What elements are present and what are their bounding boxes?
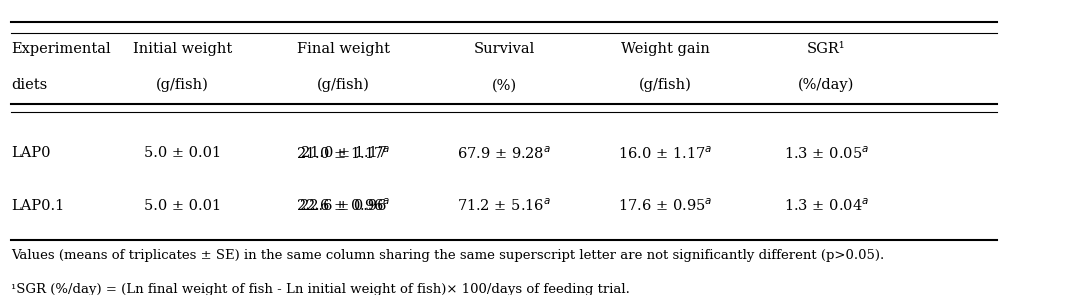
Text: Experimental: Experimental xyxy=(12,42,111,55)
Text: Final weight: Final weight xyxy=(297,42,390,55)
Text: 67.9 ± 9.28$^{a}$: 67.9 ± 9.28$^{a}$ xyxy=(457,145,552,162)
Text: 16.0 ± 1.17$^{a}$: 16.0 ± 1.17$^{a}$ xyxy=(618,145,712,162)
Text: LAP0: LAP0 xyxy=(12,146,51,160)
Text: 1.3 ± 0.05$^{a}$: 1.3 ± 0.05$^{a}$ xyxy=(784,145,869,162)
Text: Initial weight: Initial weight xyxy=(133,42,232,55)
Text: (g/fish): (g/fish) xyxy=(157,78,209,93)
Text: (%/day): (%/day) xyxy=(798,78,854,93)
Text: LAP0.1: LAP0.1 xyxy=(12,199,65,213)
Text: Values (means of triplicates ± SE) in the same column sharing the same superscri: Values (means of triplicates ± SE) in th… xyxy=(12,249,885,262)
Text: 22.6 ± 0.96: 22.6 ± 0.96 xyxy=(300,199,387,213)
Text: diets: diets xyxy=(12,78,48,92)
Text: (g/fish): (g/fish) xyxy=(317,78,370,93)
Text: 22.6 ± 0.96$^{a}$: 22.6 ± 0.96$^{a}$ xyxy=(296,198,391,214)
Text: ¹SGR (%/day) = (Ln final weight of fish - Ln initial weight of fish)× 100/days o: ¹SGR (%/day) = (Ln final weight of fish … xyxy=(12,283,630,295)
Text: Weight gain: Weight gain xyxy=(621,42,710,55)
Text: SGR¹: SGR¹ xyxy=(807,42,846,55)
Text: 5.0 ± 0.01: 5.0 ± 0.01 xyxy=(144,146,222,160)
Text: 21.0 ± 1.17: 21.0 ± 1.17 xyxy=(300,146,387,160)
Text: 5.0 ± 0.01: 5.0 ± 0.01 xyxy=(144,199,222,213)
Text: Survival: Survival xyxy=(474,42,535,55)
Text: 17.6 ± 0.95$^{a}$: 17.6 ± 0.95$^{a}$ xyxy=(618,198,712,214)
Text: 71.2 ± 5.16$^{a}$: 71.2 ± 5.16$^{a}$ xyxy=(457,198,552,214)
Text: (g/fish): (g/fish) xyxy=(639,78,692,93)
Text: 1.3 ± 0.04$^{a}$: 1.3 ± 0.04$^{a}$ xyxy=(784,198,869,214)
Text: (%): (%) xyxy=(492,78,517,92)
Text: 21.0 ± 1.17$^{a}$: 21.0 ± 1.17$^{a}$ xyxy=(296,145,391,162)
